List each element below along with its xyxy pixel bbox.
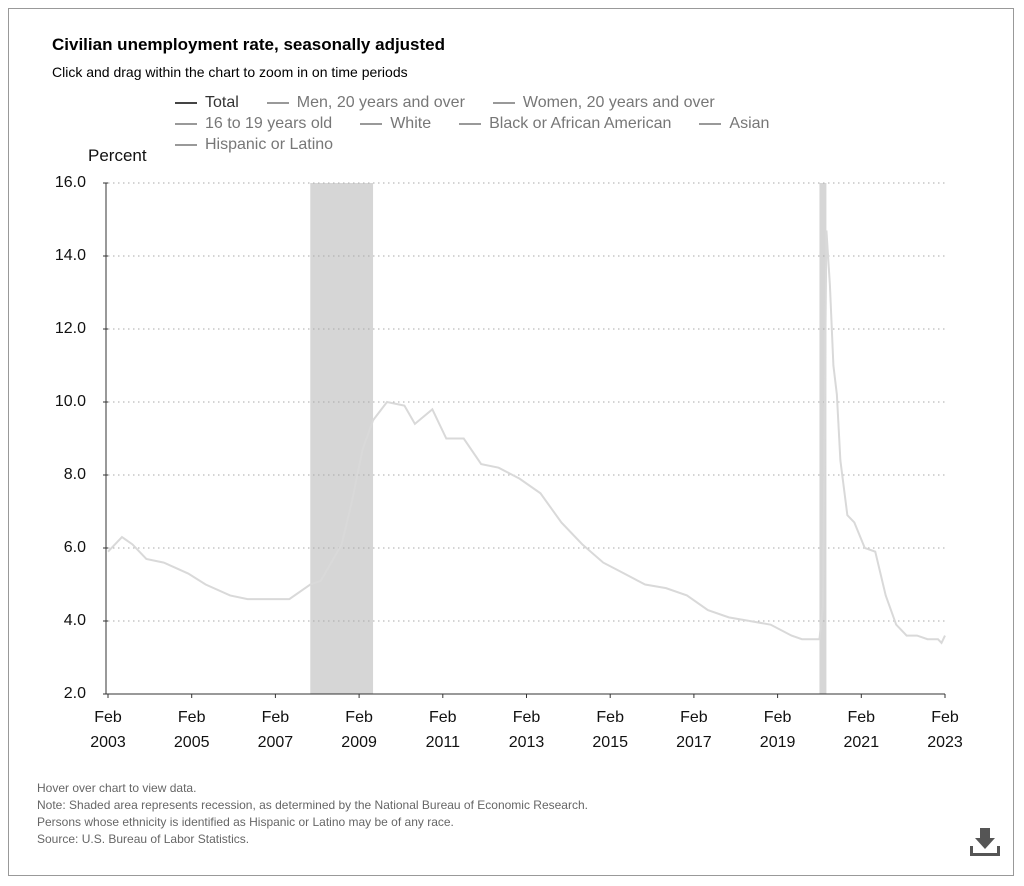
chart-title: Civilian unemployment rate, seasonally a… [52,35,446,54]
y-axis-label: Percent [88,146,147,165]
legend-swatch [492,102,515,104]
note: Source: U.S. Bureau of Labor Statistics. [37,832,250,846]
notes: Hover over chart to view data. Note: Shad… [37,780,588,848]
legend-swatch [175,102,197,104]
legend-swatch [699,123,722,125]
legend-label: Women, 20 years and over [522,94,715,111]
x-tick-label: Feb 2021 [843,709,880,751]
legend: Total Men, 20 years and over Women, 20 yea… [175,94,875,154]
legend-swatch [175,123,197,125]
legend-swatch [175,144,197,146]
y-tick-label: 14.0 [54,247,86,264]
y-tick-label: 8.0 [63,466,86,483]
recession-band [310,183,374,694]
legend-item[interactable]: 16 to 19 years old [175,115,332,133]
legend-item[interactable]: Total [175,94,239,112]
legend-label: Hispanic or Latino [205,136,334,153]
chart-subtitle: Click and drag within the chart to zoom … [52,64,408,80]
legend-item[interactable]: Asian [699,115,769,133]
legend-label: Black or African American [489,115,672,132]
y-tick-label: 6.0 [63,539,86,556]
note: Note: Shaded area represents recession, … [37,798,588,812]
legend-item[interactable]: Women, 20 years and over [492,94,715,112]
note: Hover over chart to view data. [37,781,197,795]
y-tick-label: 4.0 [63,612,86,629]
legend-item[interactable]: Hispanic or Latino [175,136,333,154]
y-tick-label: 2.0 [63,685,86,702]
series-line [107,230,946,645]
legend-swatch [360,123,383,125]
x-tick-label: Feb 2015 [592,709,628,751]
x-tick-label: Feb 2003 [90,709,126,751]
legend-swatch [266,102,289,104]
x-tick-label: Feb 2023 [927,709,963,751]
x-tick-label: Feb 2007 [257,709,294,751]
legend-item[interactable]: Black or African American [459,115,671,133]
note: Persons whose ethnicity is identified as… [37,815,454,829]
y-tick-label: 16.0 [54,174,86,191]
legend-item[interactable]: White [360,115,431,133]
x-tick-label: Feb 2013 [508,709,545,751]
legend-label: White [390,115,432,132]
legend-label: Men, 20 years and over [296,94,465,111]
legend-item[interactable]: Men, 20 years and over [266,94,465,112]
y-tick-label: 10.0 [54,393,86,410]
recession-band [819,183,827,694]
x-tick-label: Feb 2019 [759,709,796,751]
legend-label: Asian [729,115,770,132]
legend-label: 16 to 19 years old [205,115,333,132]
chart-frame [8,8,1014,876]
y-tick-label: 12.0 [54,320,86,337]
x-tick-label: Feb 2011 [425,709,460,751]
x-tick-label: Feb 2017 [676,709,712,751]
legend-label: Total [205,94,239,111]
x-tick-label: Feb 2009 [341,709,377,751]
legend-swatch [459,123,482,125]
x-tick-label: Feb 2005 [173,709,210,751]
download-button[interactable] [970,828,1000,856]
